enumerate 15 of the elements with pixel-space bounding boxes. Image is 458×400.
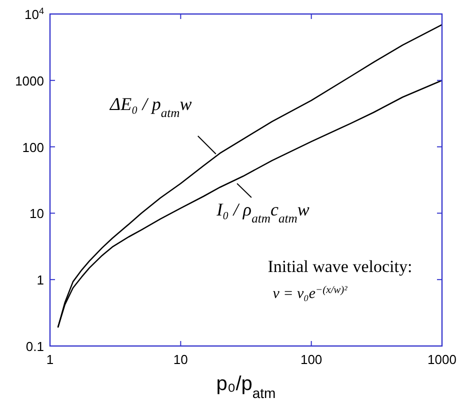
y-tick-label: 1 [36, 272, 44, 288]
x-tick-label: 100 [300, 352, 322, 367]
x-tick-label: 1000 [428, 352, 456, 367]
y-tick-label: 100 [22, 140, 44, 155]
y-tick-label: 10 [30, 206, 44, 222]
annotation: Initial wave velocity: [268, 257, 412, 276]
annotation: ΔE₀ / p$_{atm}$w [109, 94, 192, 120]
x-tick-label: 10 [173, 352, 188, 367]
y-tick-label: 10$^{4}$ [24, 6, 44, 22]
x-axis-title: p₀/p$_{atm}$ [216, 373, 276, 400]
x-tick-label: 1 [46, 352, 54, 367]
annotation: I₀ / ρ$_{atm}$c$_{atm}$w [216, 200, 310, 226]
y-tick-label: 1000 [15, 73, 44, 88]
y-tick-label: 0.1 [26, 339, 44, 354]
annotation: v = v₀e$^{−(x/w)²}$ [272, 284, 348, 302]
